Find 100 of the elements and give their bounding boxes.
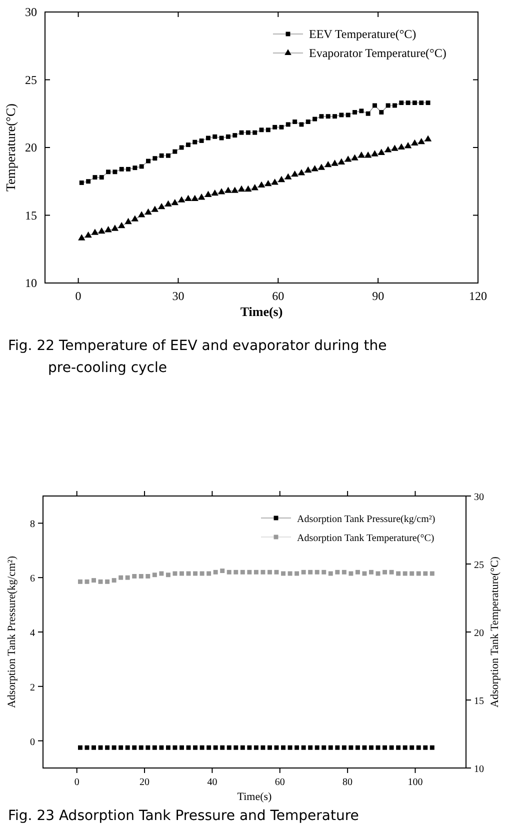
point — [376, 571, 380, 576]
point — [200, 571, 204, 576]
point — [126, 166, 131, 172]
point — [84, 231, 92, 238]
point — [152, 156, 158, 161]
point — [124, 218, 132, 224]
point — [424, 135, 432, 142]
x-tick-label: 30 — [172, 289, 184, 303]
point — [399, 100, 404, 106]
point — [386, 103, 390, 108]
legend-label: Adsorption Tank Temperature(°C) — [297, 533, 434, 544]
point — [191, 194, 198, 202]
x-tick-label: 0 — [74, 777, 80, 788]
point — [247, 570, 252, 574]
x-tick-label: 60 — [272, 289, 284, 303]
point — [298, 169, 306, 176]
point — [324, 161, 332, 168]
point — [348, 571, 354, 576]
point — [430, 571, 434, 576]
point — [410, 571, 414, 576]
point — [206, 571, 212, 576]
point — [306, 120, 310, 124]
point — [346, 112, 350, 118]
point — [152, 572, 157, 578]
x-tick-label: 60 — [274, 777, 285, 788]
x-tick-label: 80 — [342, 777, 353, 788]
point — [218, 188, 226, 194]
point — [211, 189, 218, 196]
point — [204, 190, 212, 197]
point — [266, 128, 270, 132]
point — [311, 165, 318, 172]
point — [224, 186, 232, 193]
point — [144, 208, 152, 215]
legend-label: Adsorption Tank Pressure(kg/cm²) — [297, 514, 436, 525]
point — [166, 572, 170, 578]
y2-tick-label: 20 — [474, 628, 484, 639]
point — [159, 571, 164, 576]
point — [294, 571, 300, 576]
point — [79, 180, 84, 185]
point — [240, 570, 245, 574]
point — [351, 154, 358, 160]
point — [91, 228, 99, 235]
point — [274, 570, 279, 574]
point — [260, 570, 266, 574]
point — [335, 570, 340, 574]
y2-axis-title: Adsorption Tank Temperature(°C) — [489, 556, 501, 708]
y-tick-label: 30 — [25, 5, 37, 19]
point — [132, 574, 137, 578]
point — [178, 196, 186, 202]
point — [389, 570, 394, 574]
point — [184, 194, 192, 202]
point — [359, 108, 364, 114]
point — [119, 166, 124, 172]
point — [326, 114, 330, 119]
point — [186, 571, 191, 576]
point — [139, 164, 144, 169]
point — [362, 571, 367, 576]
point — [98, 579, 103, 584]
point — [212, 134, 218, 139]
point — [158, 203, 166, 210]
point — [402, 571, 408, 576]
point — [166, 153, 170, 158]
point — [339, 112, 344, 118]
point — [418, 138, 425, 144]
point — [246, 130, 250, 135]
point — [331, 160, 338, 166]
point — [112, 170, 118, 174]
point — [226, 570, 232, 574]
point — [258, 181, 266, 188]
point — [271, 178, 278, 185]
legend-label: EEV Temperature(°C) — [309, 27, 416, 41]
point — [226, 134, 230, 139]
point — [419, 100, 424, 106]
point — [231, 186, 238, 193]
y-tick-label: 10 — [25, 276, 37, 290]
point — [332, 114, 338, 119]
point — [151, 206, 158, 212]
point — [244, 185, 252, 192]
point — [318, 164, 326, 170]
y2-tick-label: 25 — [474, 560, 484, 571]
point — [423, 571, 428, 576]
point — [278, 176, 286, 182]
x-axis-title: Time(s) — [237, 791, 272, 803]
point — [398, 143, 405, 150]
point — [159, 153, 164, 158]
point — [192, 140, 198, 144]
point — [366, 111, 370, 116]
x-tick-label: 40 — [207, 777, 218, 788]
point — [396, 571, 401, 576]
point — [98, 227, 106, 234]
point — [267, 570, 272, 574]
point — [312, 116, 318, 122]
point — [355, 570, 360, 574]
y-tick-label: 2 — [30, 682, 35, 694]
point — [384, 146, 392, 152]
x-tick-label: 20 — [140, 777, 150, 788]
point — [406, 100, 410, 106]
point — [411, 139, 418, 146]
point — [286, 122, 290, 127]
caption: Fig. 23 Adsorption Tank Pressure and Temperature — [8, 808, 359, 824]
